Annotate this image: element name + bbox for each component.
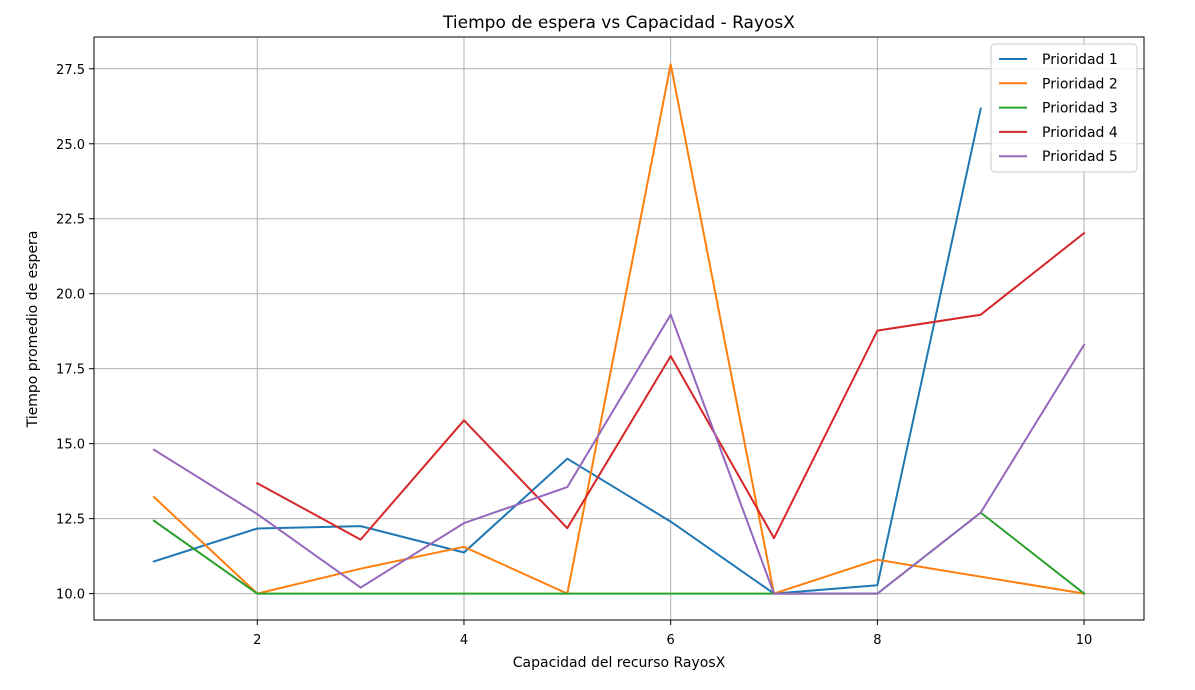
y-tick-label: 12.5 xyxy=(56,513,85,528)
series-line-prioridad-5 xyxy=(152,313,1086,595)
legend-label: Prioridad 3 xyxy=(1042,101,1118,117)
y-tick-label: 25.0 xyxy=(56,138,85,153)
y-tick-label: 17.5 xyxy=(56,363,85,378)
x-axis-label: Capacidad del recurso RayosX xyxy=(513,655,726,671)
legend: Prioridad 1 Prioridad 2 Prioridad 3 Priorid… xyxy=(990,43,1138,173)
legend-label: Prioridad 5 xyxy=(1042,149,1118,165)
series-line-prioridad-4 xyxy=(255,231,1086,541)
legend-label: Prioridad 1 xyxy=(1042,52,1118,68)
y-axis-label: Tiempo promedio de espera xyxy=(25,231,41,429)
grid-lines xyxy=(94,37,1144,620)
series-line-prioridad-1 xyxy=(152,107,982,595)
y-tick-label: 20.0 xyxy=(56,288,85,303)
x-tick-label: 8 xyxy=(873,633,881,648)
x-tick-label: 6 xyxy=(667,633,675,648)
x-tick-label: 4 xyxy=(460,633,468,648)
y-tick-label: 10.0 xyxy=(56,588,85,603)
series-lines xyxy=(152,63,1086,596)
plot-frame xyxy=(93,36,1145,621)
chart-title: Tiempo de espera vs Capacidad - RayosX xyxy=(442,13,795,33)
legend-label: Prioridad 4 xyxy=(1042,125,1118,141)
x-axis-ticks: 2 4 6 8 10 xyxy=(253,620,1092,648)
y-axis-ticks: 10.0 12.5 15.0 17.5 20.0 22.5 25.0 27.5 xyxy=(56,63,94,603)
x-tick-label: 2 xyxy=(253,633,261,648)
legend-label: Prioridad 2 xyxy=(1042,76,1118,92)
y-tick-label: 22.5 xyxy=(56,213,85,228)
y-tick-label: 15.0 xyxy=(56,438,85,453)
x-tick-label: 10 xyxy=(1076,633,1093,648)
y-tick-label: 27.5 xyxy=(56,63,85,78)
legend-box xyxy=(990,43,1138,173)
